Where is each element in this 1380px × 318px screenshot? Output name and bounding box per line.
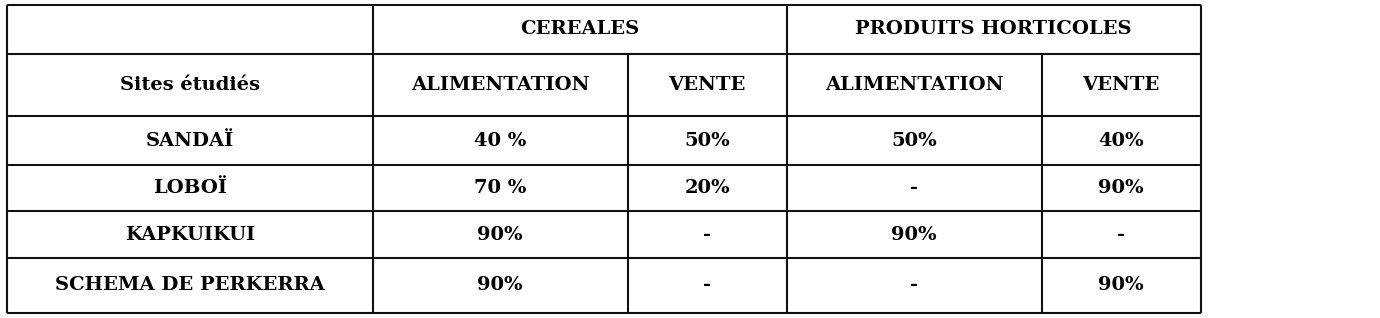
Text: -: - [911,179,918,197]
Text: VENTE: VENTE [1082,76,1161,94]
Text: 20%: 20% [684,179,730,197]
Text: ALIMENTATION: ALIMENTATION [411,76,589,94]
Text: -: - [704,276,711,294]
Text: SANDAÏ: SANDAÏ [146,132,233,150]
Text: 90%: 90% [477,225,523,244]
Text: LOBOÏ: LOBOÏ [153,179,226,197]
Text: -: - [911,276,918,294]
Text: 90%: 90% [477,276,523,294]
Text: -: - [1118,225,1125,244]
Text: 70 %: 70 % [475,179,526,197]
Text: PRODUITS HORTICOLES: PRODUITS HORTICOLES [856,20,1132,38]
Text: 50%: 50% [891,132,937,150]
Text: 90%: 90% [891,225,937,244]
Text: 90%: 90% [1098,179,1144,197]
Text: VENTE: VENTE [668,76,747,94]
Text: 50%: 50% [684,132,730,150]
Text: 90%: 90% [1098,276,1144,294]
Text: 40%: 40% [1098,132,1144,150]
Text: -: - [704,225,711,244]
Text: CEREALES: CEREALES [520,20,639,38]
Text: KAPKUIKUI: KAPKUIKUI [124,225,255,244]
Text: 40 %: 40 % [475,132,526,150]
Text: ALIMENTATION: ALIMENTATION [825,76,1003,94]
Text: SCHEMA DE PERKERRA: SCHEMA DE PERKERRA [55,276,324,294]
Text: Sites étudiés: Sites étudiés [120,76,259,94]
